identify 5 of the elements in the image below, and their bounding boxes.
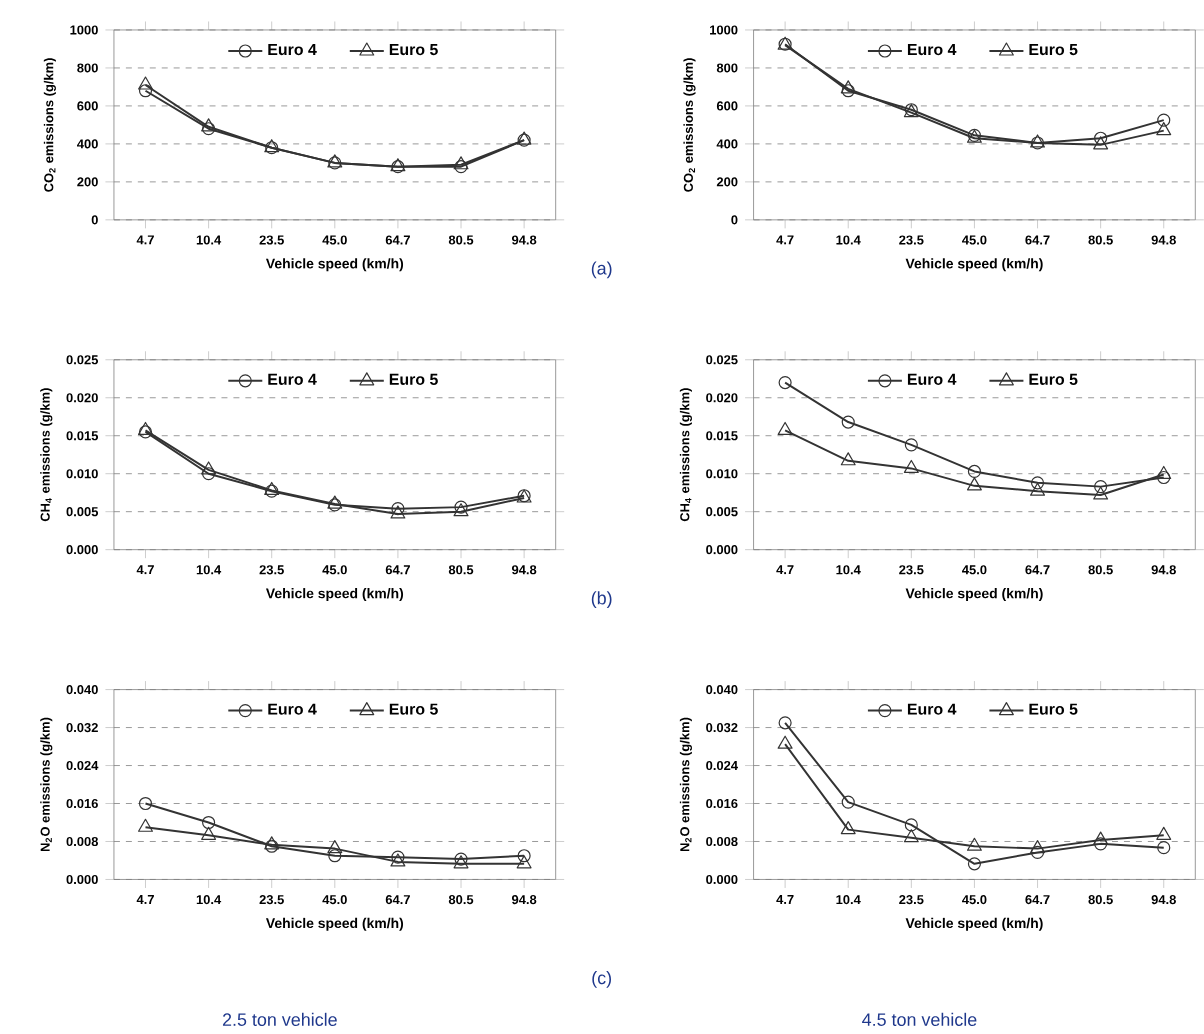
text: 4.5 ton vehicle <box>862 1013 977 1027</box>
text: (a) <box>591 261 612 279</box>
text: (c) <box>592 971 612 989</box>
text: 2.5 ton vehicle <box>222 1013 337 1027</box>
text: (b) <box>591 591 612 609</box>
